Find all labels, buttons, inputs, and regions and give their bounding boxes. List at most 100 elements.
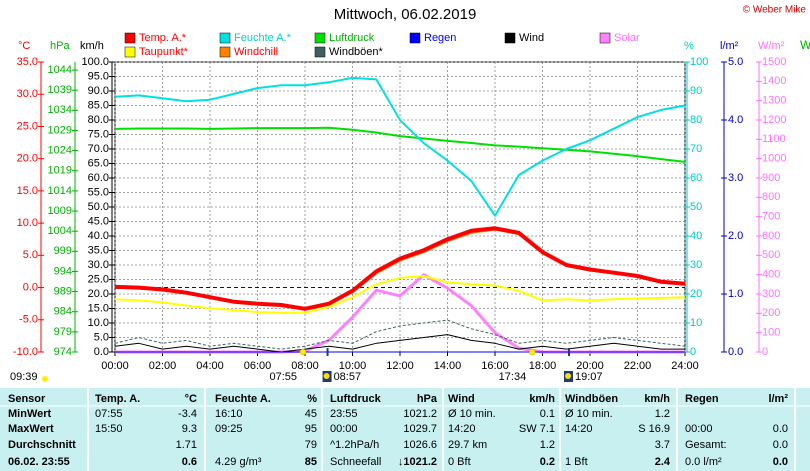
x-tick-label: 10:00 bbox=[339, 360, 367, 372]
legend-swatch bbox=[314, 46, 326, 58]
table-background bbox=[0, 388, 810, 471]
legend-swatch bbox=[599, 32, 611, 44]
table-cell: ↓1021.2 bbox=[398, 456, 437, 468]
table-cell: 45 bbox=[305, 408, 317, 420]
y-tick-label: 200 bbox=[762, 307, 780, 319]
table-cell: 0.1 bbox=[540, 408, 555, 420]
table-cell: SW 7.1 bbox=[519, 423, 555, 435]
table-cell: 07:55 bbox=[95, 408, 123, 420]
x-tick-label: 20:00 bbox=[576, 360, 604, 372]
table-cell: 0.2 bbox=[540, 456, 555, 468]
y-tick-label: 100 bbox=[762, 327, 780, 339]
table-cell: 85 bbox=[305, 456, 317, 468]
legend-label: Feuchte A.* bbox=[234, 32, 292, 44]
astro-time: 19:07 bbox=[575, 371, 603, 383]
axis-label: hPa bbox=[50, 40, 70, 52]
y-tick-label: 3.0 bbox=[728, 172, 743, 184]
y-tick-label: 85.0 bbox=[88, 99, 109, 111]
x-tick-label: 00:00 bbox=[101, 360, 129, 372]
y-tick-label: 25.0 bbox=[88, 273, 109, 285]
y-tick-label: 1500 bbox=[762, 56, 786, 68]
y-tick-label: 1014 bbox=[48, 185, 72, 197]
y-tick-label: 1300 bbox=[762, 95, 786, 107]
table-cell: S 16.9 bbox=[638, 423, 670, 435]
astro-time: 07:55 bbox=[269, 371, 297, 383]
y-tick-label: 15.0 bbox=[88, 302, 109, 314]
x-tick-label: 16:00 bbox=[481, 360, 509, 372]
legend-swatch bbox=[504, 32, 516, 44]
y-tick-label: 1009 bbox=[48, 205, 72, 217]
table-header: Feuchte A. bbox=[215, 393, 271, 405]
y-tick-label: 10.0 bbox=[88, 317, 109, 329]
x-tick-label: 24:00 bbox=[671, 360, 699, 372]
y-tick-label: 80.0 bbox=[88, 114, 109, 126]
axis-label: l/m² bbox=[720, 40, 739, 52]
y-tick-label: 5.0 bbox=[23, 249, 38, 261]
table-cell: 00:00 bbox=[330, 423, 358, 435]
y-tick-label: 10 bbox=[690, 317, 702, 329]
table-cell: 0.0 bbox=[773, 423, 788, 435]
y-tick-label: 994 bbox=[54, 265, 72, 277]
moon-icon bbox=[323, 373, 330, 379]
day-length: 09:39 bbox=[10, 371, 38, 383]
table-cell: ^1.2hPa/h bbox=[330, 439, 379, 451]
table-cell: 0 Bft bbox=[448, 456, 471, 468]
cut-axis-label: W bbox=[800, 38, 810, 52]
y-tick-label: 75.0 bbox=[88, 128, 109, 140]
legend-label: Temp. A.* bbox=[139, 32, 187, 44]
y-tick-label: 1039 bbox=[48, 84, 72, 96]
table-cell: 1029.7 bbox=[403, 423, 437, 435]
table-cell: Ø 10 min. bbox=[448, 408, 496, 420]
y-tick-label: 35.0 bbox=[88, 244, 109, 256]
y-tick-label: 10.0 bbox=[17, 217, 38, 229]
y-tick-label: 1044 bbox=[48, 64, 72, 76]
table-cell: 1.71 bbox=[176, 439, 197, 451]
table-cell: 2.4 bbox=[655, 456, 671, 468]
y-tick-label: 15.0 bbox=[17, 185, 38, 197]
y-tick-label: -10.0 bbox=[13, 346, 38, 358]
table-header: °C bbox=[185, 393, 197, 405]
x-tick-label: 04:00 bbox=[196, 360, 224, 372]
y-tick-label: 1034 bbox=[48, 104, 72, 116]
y-tick-label: -5.0 bbox=[19, 314, 38, 326]
table-cell: 1026.6 bbox=[403, 439, 437, 451]
y-tick-label: 0 bbox=[690, 346, 696, 358]
table-header: hPa bbox=[417, 393, 438, 405]
legend-swatch bbox=[314, 32, 326, 44]
table-header: Regen bbox=[685, 393, 719, 405]
table-cell: 0.0 l/m² bbox=[685, 456, 722, 468]
y-tick-label: 600 bbox=[762, 230, 780, 242]
axis-label: W/m² bbox=[758, 40, 785, 52]
y-tick-label: 40 bbox=[690, 230, 702, 242]
y-tick-label: 60.0 bbox=[88, 172, 109, 184]
table-cell: Ø 10 min. bbox=[565, 408, 613, 420]
table-header: km/h bbox=[529, 393, 555, 405]
table-header: Wind bbox=[448, 393, 475, 405]
table-cell: Schneefall bbox=[330, 456, 381, 468]
y-tick-label: 0 bbox=[762, 346, 768, 358]
y-tick-label: 20 bbox=[690, 288, 702, 300]
y-tick-label: 90.0 bbox=[88, 85, 109, 97]
y-tick-label: 0.0 bbox=[94, 346, 109, 358]
y-tick-label: 0.0 bbox=[728, 346, 743, 358]
y-tick-label: 30.0 bbox=[88, 259, 109, 271]
day-length-icon bbox=[42, 376, 48, 382]
legend-label: Luftdruck bbox=[329, 32, 375, 44]
y-tick-label: 999 bbox=[54, 245, 72, 257]
y-tick-label: 5.0 bbox=[94, 331, 109, 343]
table-cell: 0.6 bbox=[182, 456, 197, 468]
y-tick-label: 1400 bbox=[762, 75, 786, 87]
table-header: Windböen bbox=[565, 393, 618, 405]
copyright: © Weber Mike bbox=[743, 5, 807, 16]
y-tick-label: 1029 bbox=[48, 124, 72, 136]
row-label: MinWert bbox=[8, 408, 52, 420]
y-tick-label: 45.0 bbox=[88, 215, 109, 227]
legend-swatch bbox=[124, 46, 136, 58]
legend-swatch bbox=[219, 46, 231, 58]
table-cell: 1021.2 bbox=[403, 408, 437, 420]
row-label: MaxWert bbox=[8, 423, 54, 435]
table-cell: 9.3 bbox=[182, 423, 197, 435]
x-tick-label: 12:00 bbox=[386, 360, 414, 372]
y-tick-label: 40.0 bbox=[88, 230, 109, 242]
table-cell: 16:10 bbox=[215, 408, 243, 420]
